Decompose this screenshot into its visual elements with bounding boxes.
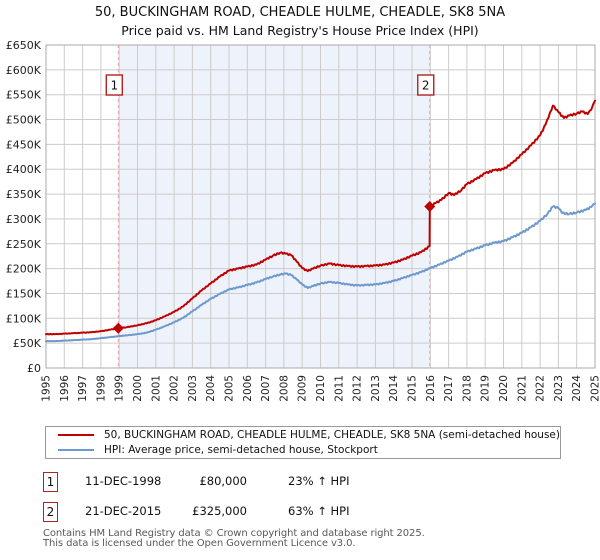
x-tick-label: 2002 (169, 375, 181, 402)
x-tick-label: 1996 (59, 375, 71, 402)
x-tick-label: 2025 (590, 375, 600, 402)
ownership-period-band (118, 45, 430, 368)
x-tick-label: 2005 (224, 375, 236, 402)
x-tick-label: 1997 (77, 375, 89, 402)
x-tick-label: 2013 (370, 375, 382, 402)
price-paid-line-swatch (58, 434, 94, 437)
x-tick-label: 2022 (535, 375, 547, 402)
x-tick-label: 2016 (425, 375, 437, 402)
page-title: 50, BUCKINGHAM ROAD, CHEADLE HULME, CHEA… (94, 5, 506, 20)
license-footer-line2: This data is licensed under the Open Gov… (43, 537, 356, 549)
sale-2-number-badge: 2 (43, 502, 58, 522)
y-tick-label: £150K (6, 287, 42, 300)
y-tick-label: £100K (6, 312, 42, 325)
legend: 50, BUCKINGHAM ROAD, CHEADLE HULME, CHEA… (45, 426, 561, 459)
x-tick-label: 2015 (407, 375, 419, 402)
hpi-line-swatch (58, 448, 94, 451)
sale-2-flag-label: 2 (422, 79, 430, 93)
x-tick-label: 1999 (114, 375, 126, 402)
page-subtitle: Price paid vs. HM Land Registry's House … (121, 23, 479, 38)
license-footer: Contains HM Land Registry data © Crown c… (43, 529, 583, 549)
y-tick-label: £0 (27, 362, 41, 375)
legend-label-price-paid: 50, BUCKINGHAM ROAD, CHEADLE HULME, CHEA… (104, 429, 560, 442)
x-tick-label: 2010 (315, 375, 327, 402)
sale-1-marker-diamond (112, 322, 124, 334)
transaction-row-1: 1 11-DEC-1998 £80,000 23% ↑ HPI (43, 472, 563, 494)
sale-2-price: £325,000 (192, 504, 247, 518)
sale-2-date: 21-DEC-2015 (85, 504, 162, 518)
y-tick-label: £550K (6, 89, 42, 102)
x-tick-label: 2008 (278, 375, 290, 402)
gridlines (45, 44, 596, 369)
license-footer-line1: Contains HM Land Registry data © Crown c… (43, 528, 425, 539)
x-tick-label: 1995 (41, 375, 53, 402)
sale-1-date: 11-DEC-1998 (85, 474, 162, 488)
sale-2-marker-diamond (424, 201, 436, 212)
x-tick-label: 2018 (461, 375, 473, 402)
y-tick-label: £650K (6, 39, 42, 52)
sale-1-flag-box (105, 74, 123, 96)
y-tick-label: £450K (6, 138, 42, 151)
legend-item-price-paid: 50, BUCKINGHAM ROAD, CHEADLE HULME, CHEA… (46, 429, 560, 442)
x-tick-label: 2019 (480, 375, 492, 402)
y-tick-label: £300K (6, 213, 42, 226)
x-tick-label: 2004 (205, 375, 217, 402)
x-tick-label: 2020 (498, 375, 510, 402)
transaction-list: 1 11-DEC-1998 £80,000 23% ↑ HPI 2 21-DEC… (43, 472, 563, 532)
x-tick-label: 2007 (260, 375, 272, 402)
y-tick-label: £350K (6, 188, 42, 201)
x-tick-label: 2003 (187, 375, 199, 402)
price-paid-series-line (45, 99, 596, 336)
y-tick-label: £500K (6, 114, 42, 127)
sale-1-price: £80,000 (199, 474, 247, 488)
x-tick-label: 1998 (95, 375, 107, 402)
sale-2-flag-box (417, 74, 435, 96)
x-tick-label: 2023 (553, 375, 565, 402)
y-tick-label: £600K (6, 64, 42, 77)
x-tick-label: 2011 (333, 375, 345, 402)
x-tick-label: 2021 (516, 375, 528, 402)
sale-1-number-badge: 1 (43, 472, 58, 492)
y-tick-label: £200K (6, 263, 42, 276)
x-tick-label: 2009 (297, 375, 309, 402)
y-tick-label: £400K (6, 163, 42, 176)
y-tick-label: £50K (13, 337, 42, 350)
x-tick-label: 2001 (150, 375, 162, 402)
sale-2-hpi-delta: 63% ↑ HPI (288, 504, 350, 518)
transaction-row-2: 2 21-DEC-2015 £325,000 63% ↑ HPI (43, 502, 563, 524)
legend-item-hpi: HPI: Average price, semi-detached house,… (46, 444, 560, 457)
sale-1-hpi-delta: 23% ↑ HPI (288, 474, 350, 488)
plot-border (45, 44, 596, 369)
x-tick-label: 2012 (352, 375, 364, 402)
x-tick-label: 2017 (443, 375, 455, 402)
hpi-series-line (45, 202, 596, 343)
x-tick-label: 2024 (571, 375, 583, 402)
x-tick-label: 2006 (242, 375, 254, 402)
legend-label-hpi: HPI: Average price, semi-detached house,… (104, 443, 378, 456)
sale-1-flag-label: 1 (110, 79, 118, 93)
price-history-chart: 1 2 £0 £50K £100K £150K £200K £250K £300K £350K £4… (6, 39, 600, 402)
y-tick-label: £250K (6, 238, 42, 251)
x-tick-label: 2000 (132, 375, 144, 402)
x-tick-label: 2014 (388, 375, 400, 402)
